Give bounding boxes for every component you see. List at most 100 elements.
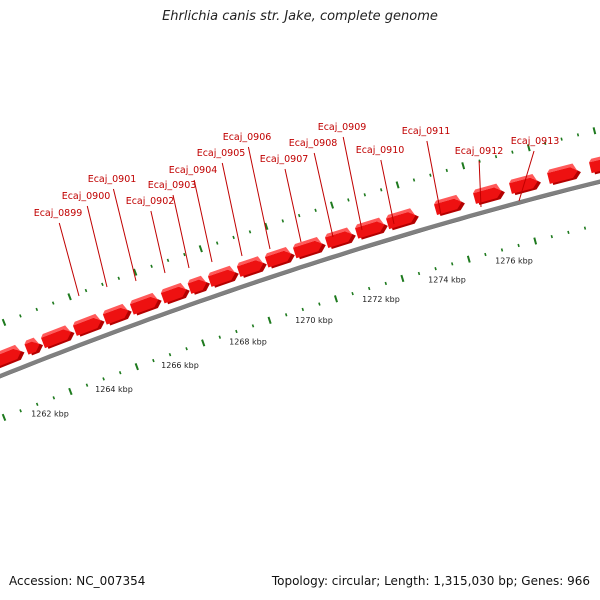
outer-tick [232, 235, 235, 240]
inner-tick [134, 363, 139, 371]
label-leader [86, 205, 108, 288]
label-leader [247, 146, 271, 250]
outer-tick [329, 201, 335, 209]
gene-track [0, 154, 600, 369]
label-leader [342, 136, 363, 231]
label-leader [150, 210, 166, 274]
outer-tick [281, 219, 285, 223]
outer-tick [67, 293, 72, 301]
outer-tick [166, 258, 170, 263]
outer-tick [494, 154, 498, 159]
outer-tick [101, 282, 104, 287]
label-leader [380, 159, 395, 225]
outer-tick [314, 208, 317, 212]
gene-label: Ecaj_0911 [402, 126, 451, 137]
outer-tick [526, 144, 531, 152]
gene-label: Ecaj_0913 [511, 136, 560, 147]
label-leader [221, 162, 243, 257]
gene-arrow [0, 344, 25, 369]
outer-tick [1, 318, 7, 327]
label-leader [284, 168, 302, 243]
inner-tick [251, 324, 255, 328]
inner-tick [168, 352, 172, 357]
gene-arrow [264, 247, 295, 269]
outer-tick [461, 162, 466, 170]
outer-tick [395, 181, 400, 189]
inner-tick [351, 291, 354, 296]
gene-arrow [129, 292, 162, 316]
inner-tick [35, 402, 39, 406]
inner-tick-ring [1, 226, 587, 422]
backbone-shade [0, 182, 600, 379]
outer-tick [248, 230, 252, 234]
outer-tick [511, 150, 514, 154]
inner-tick [434, 267, 437, 271]
inner-tick [466, 255, 471, 263]
gene-label: Ecaj_0904 [169, 165, 218, 176]
inner-tick [384, 281, 388, 286]
inner-tick [1, 413, 7, 422]
outer-tick [150, 264, 153, 268]
inner-tick [301, 307, 305, 312]
gene-arrow [207, 265, 239, 288]
scale-label: 1276 kbp [495, 257, 533, 266]
inner-tick [201, 339, 206, 347]
outer-tick [363, 193, 367, 197]
scale-labels: 1262 kbp 1264 kbp 1266 kbp 1268 kbp 1270 kbp… [31, 257, 533, 419]
label-leader [313, 152, 334, 238]
gene-label: Ecaj_0899 [34, 208, 83, 219]
scale-label: 1266 kbp [161, 361, 199, 370]
gene-label: Ecaj_0912 [455, 146, 504, 157]
label-leader [172, 194, 190, 269]
inner-tick [533, 237, 538, 245]
gene-arrow [293, 236, 326, 260]
gene-arrow [72, 313, 105, 337]
outer-tick [560, 137, 563, 141]
inner-tick [68, 387, 73, 396]
gene-arrow [160, 282, 190, 305]
inner-tick [235, 329, 238, 334]
gene-label: Ecaj_0901 [88, 174, 137, 185]
gene-arrow [236, 256, 267, 278]
gene-label: Ecaj_0905 [197, 148, 246, 159]
label-leader [426, 140, 442, 216]
outer-tick [84, 288, 88, 293]
gene-arrow [324, 227, 356, 250]
label-leader [193, 179, 213, 263]
scale-label: 1262 kbp [31, 409, 69, 418]
inner-tick [218, 335, 222, 339]
inner-tick [400, 274, 405, 283]
scale-label: 1268 kbp [229, 338, 267, 347]
outer-tick [412, 178, 416, 182]
gene-label: Ecaj_0910 [356, 145, 405, 156]
outer-tick [183, 252, 186, 257]
outer-tick [19, 314, 22, 318]
outer-tick [347, 198, 350, 202]
outer-tick [379, 188, 383, 192]
inner-tick [567, 230, 570, 234]
genome-summary: Topology: circular; Length: 1,315,030 bp… [271, 574, 590, 588]
gene-label: Ecaj_0909 [318, 122, 367, 133]
inner-tick [118, 371, 122, 375]
scale-label: 1274 kbp [428, 275, 466, 284]
outer-tick [117, 276, 121, 280]
gene-arrow [588, 154, 600, 175]
inner-tick [484, 252, 487, 257]
gene-label: Ecaj_0903 [148, 180, 197, 191]
inner-tick [583, 226, 587, 230]
outer-tick [215, 241, 219, 245]
gene-arrow [509, 173, 541, 196]
gene-arrow [434, 194, 465, 217]
gene-arrow [473, 183, 505, 205]
genome-backbone [0, 179, 600, 379]
gene-labels: Ecaj_0899 Ecaj_0900 Ecaj_0901 Ecaj_0902 Ecaj… [34, 122, 560, 219]
genome-title: Ehrlichia canis str. Jake, complete geno… [162, 9, 438, 24]
inner-tick [284, 313, 288, 317]
label-leader [58, 222, 80, 297]
accession-text: Accession: NC_007354 [9, 574, 146, 588]
outer-tick [51, 301, 55, 305]
gene-arrow [547, 163, 581, 185]
outer-tick [264, 222, 269, 231]
scale-label: 1264 kbp [95, 385, 133, 394]
outer-tick [544, 141, 547, 146]
